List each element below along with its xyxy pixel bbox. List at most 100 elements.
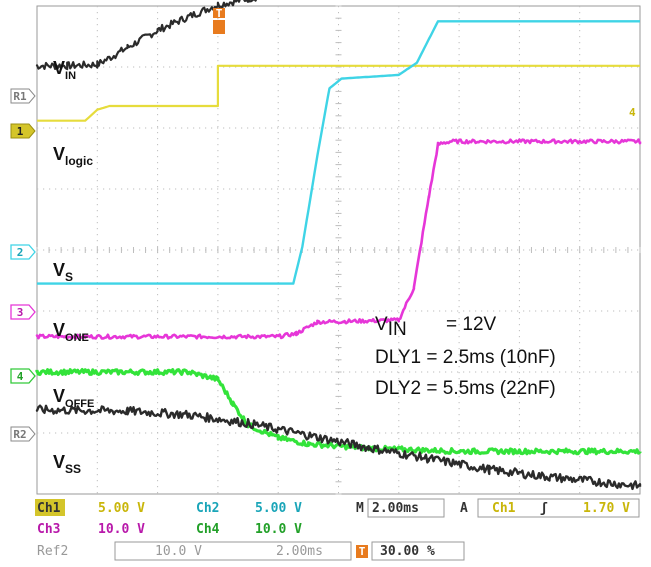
grid-dot <box>518 228 520 230</box>
grid-dot <box>518 84 520 86</box>
grid-dot <box>115 371 117 373</box>
grid-dot <box>157 310 159 312</box>
grid-dot <box>277 378 279 380</box>
grid-dot <box>139 127 141 129</box>
grid-dot <box>579 84 581 86</box>
grid-dot <box>505 371 507 373</box>
grid-dot <box>458 54 460 56</box>
grid-dot <box>398 18 400 20</box>
grid-dot <box>469 66 471 68</box>
grid-dot <box>458 102 460 104</box>
grid-dot <box>157 264 159 266</box>
grid-dot <box>439 432 441 434</box>
grid-dot <box>349 127 351 129</box>
grid-dot <box>518 354 520 356</box>
traces <box>35 0 642 491</box>
grid-dot <box>535 249 537 251</box>
grid-dot <box>523 371 525 373</box>
grid-dot <box>127 310 129 312</box>
grid-dot <box>579 360 581 362</box>
grid-dot <box>367 127 369 129</box>
grid-dot <box>217 198 219 200</box>
grid-dot <box>157 228 159 230</box>
grid-dot <box>458 78 460 80</box>
grid-dot <box>397 188 399 190</box>
grid-dot <box>217 294 219 296</box>
grid-dot <box>217 300 219 302</box>
grid-dot <box>391 127 393 129</box>
grid-dot <box>579 264 581 266</box>
grid-dot <box>499 127 501 129</box>
grid-dot <box>67 310 69 312</box>
grid-dot <box>518 312 520 314</box>
grid-dot <box>193 432 195 434</box>
grid-dot <box>169 127 171 129</box>
grid-dot <box>439 188 441 190</box>
grid-dot <box>517 66 519 68</box>
grid-dot <box>398 186 400 188</box>
grid-dot <box>427 249 429 251</box>
grid-dot <box>338 450 339 452</box>
grid-dot <box>579 378 581 380</box>
grid-dot <box>157 127 159 129</box>
grid-dot <box>565 249 567 251</box>
grid-dot <box>217 456 219 458</box>
grid-dot <box>283 66 285 68</box>
grid-dot <box>277 204 279 206</box>
grid-dot <box>361 371 363 373</box>
grid-dot <box>96 438 98 440</box>
grid-dot <box>217 366 219 368</box>
grid-dot <box>613 249 615 251</box>
grid-dot <box>338 390 339 392</box>
grid-dot <box>157 78 159 80</box>
grid-dot <box>529 371 531 373</box>
grid-dot <box>277 390 279 392</box>
grid-dot <box>518 300 520 302</box>
grid-dot <box>451 249 453 251</box>
grid-dot <box>458 324 460 326</box>
grid-dot <box>379 249 381 251</box>
grid-dot <box>458 246 460 248</box>
grid-dot <box>295 371 297 373</box>
grid-dot <box>85 127 87 129</box>
grid-dot <box>103 432 105 434</box>
grid-dot <box>277 102 279 104</box>
grid-dot <box>37 249 39 251</box>
grid-dot <box>43 127 45 129</box>
grid-dot <box>145 127 147 129</box>
grid-dot <box>277 342 279 344</box>
grid-dot <box>115 249 117 251</box>
grid-dot <box>313 249 315 251</box>
grid-dot <box>493 432 495 434</box>
trigger-level-marker: 4 <box>629 106 636 119</box>
trigger-position-icon-text: T <box>359 545 366 558</box>
grid-dot <box>518 426 520 428</box>
grid-dot <box>217 138 219 140</box>
grid-dot <box>331 127 333 129</box>
grid-dot <box>481 310 483 312</box>
ref2-readout-time: 2.00ms <box>276 544 323 559</box>
grid-dot <box>217 372 219 374</box>
grid-dot <box>607 371 609 373</box>
grid-dot <box>518 444 520 446</box>
grid-dot <box>223 371 225 373</box>
grid-dot <box>338 228 339 230</box>
grid-dot <box>523 66 525 68</box>
grid-dot <box>96 30 98 32</box>
grid-dot <box>211 127 213 129</box>
grid-dot <box>458 126 460 128</box>
grid-dot <box>398 282 400 284</box>
grid-dot <box>259 188 261 190</box>
grid-dot <box>518 96 520 98</box>
grid-dot <box>96 306 98 308</box>
grid-dot <box>637 127 639 129</box>
grid-dot <box>145 310 147 312</box>
grid-dot <box>217 318 219 320</box>
grid-dot <box>277 420 279 422</box>
grid-dot <box>73 432 75 434</box>
grid-dot <box>217 324 219 326</box>
ch1-marker: 1 <box>10 123 36 139</box>
grid-dot <box>579 114 581 116</box>
grid-dot <box>458 408 460 410</box>
grid-dot <box>265 127 267 129</box>
